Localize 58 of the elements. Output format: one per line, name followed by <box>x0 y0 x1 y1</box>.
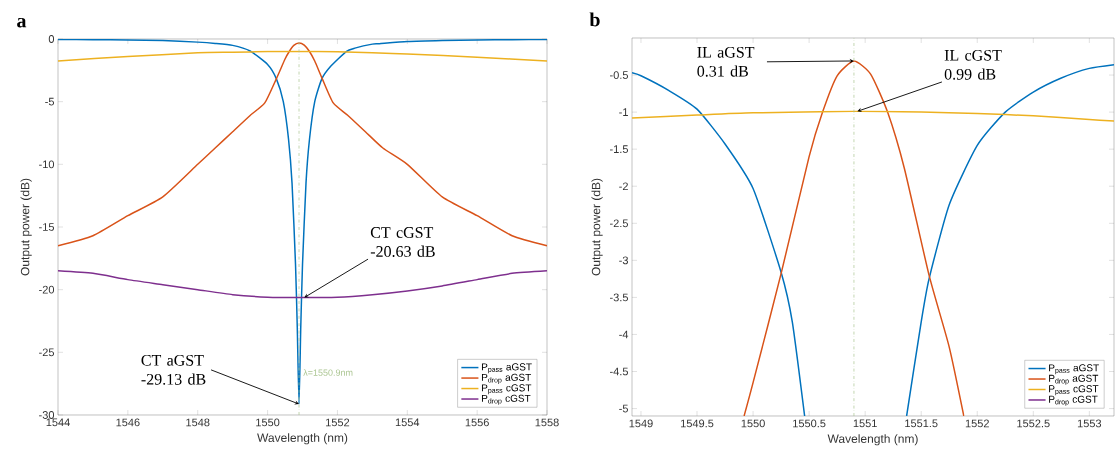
line-series <box>58 50 548 62</box>
x-tick-label: 1549 <box>629 419 653 428</box>
y-tick-label: -4 <box>619 330 629 339</box>
y-tick-label: -5 <box>619 404 628 413</box>
y-tick-label: -5 <box>45 97 55 106</box>
y-tick-label: -10 <box>39 160 55 169</box>
x-tick-label: 1548 <box>186 418 210 427</box>
y-tick-label: -0.5 <box>610 71 628 79</box>
x-tick-label: 1550 <box>256 418 280 427</box>
legend-label: P$_{pass}$ aGST <box>481 363 532 374</box>
annotation: CT cGST -20.63 dB <box>370 227 435 257</box>
x-tick-label: 1556 <box>465 418 489 427</box>
y-tick-label: -2.5 <box>610 219 628 228</box>
legend-label: P$_{drop}$ cGST <box>481 394 531 405</box>
y-tick-label: 0 <box>48 35 55 43</box>
line-series <box>58 42 548 247</box>
legend-label: P$_{drop}$ cGST <box>1049 395 1098 406</box>
x-tick-label: 1546 <box>116 418 140 427</box>
y-tick-label: -20 <box>39 285 55 294</box>
x-tick-label: 1551 <box>853 419 877 428</box>
x-axis-title: Wavelength (nm) <box>257 433 348 445</box>
y-axis-title: Output power (dB) <box>20 178 32 276</box>
x-tick-label: 1552 <box>326 418 350 427</box>
annotation: IL aGST 0.31 dB <box>697 46 755 77</box>
x-tick-label: 1554 <box>395 418 420 427</box>
legend-label: P$_{drop}$ aGST <box>1049 374 1099 385</box>
y-tick-label: -1 <box>619 108 628 116</box>
x-tick-label: 1552 <box>965 419 989 428</box>
y-tick-label: -3.5 <box>610 293 628 302</box>
annotation: CT aGST -29.13 dB <box>141 354 206 385</box>
x-tick-label: 1550.5 <box>793 419 826 428</box>
legend-label: P$_{pass}$ cGST <box>481 384 532 395</box>
x-tick-label: 1549.5 <box>681 419 714 428</box>
legend-label: P$_{pass}$ cGST <box>1049 385 1099 396</box>
x-tick-label: 1544 <box>46 418 70 427</box>
x-tick-label: 1550 <box>741 419 765 428</box>
x-tick-label: 1553 <box>1077 419 1102 428</box>
y-axis-title: Output power (dB) <box>591 178 603 276</box>
chart-title: a <box>17 17 27 28</box>
y-tick-label: -1.5 <box>610 145 628 154</box>
chart-title: b <box>589 12 600 27</box>
line-series <box>632 110 1114 122</box>
line-series <box>58 270 548 299</box>
x-tick-label: 1552.5 <box>1017 419 1050 428</box>
x-axis-title: Wavelength (nm) <box>827 434 918 446</box>
y-tick-label: -4.5 <box>610 367 628 376</box>
x-tick-label: 1551.5 <box>905 419 938 428</box>
y-tick-label: -3 <box>619 256 628 265</box>
legend-label: P$_{drop}$ aGST <box>481 373 532 384</box>
legend-label: P$_{pass}$ aGST <box>1049 364 1099 375</box>
y-tick-label: -2 <box>619 182 628 191</box>
y-tick-label: -30 <box>39 411 55 419</box>
y-tick-label: -25 <box>39 348 55 357</box>
line-series <box>58 38 548 405</box>
y-tick-label: -15 <box>39 223 55 231</box>
annotation: IL cGST 0.99 dB <box>944 49 1002 80</box>
ref-line-label: λ=1550.9nm <box>303 369 353 376</box>
x-tick-label: 1558 <box>535 418 559 427</box>
